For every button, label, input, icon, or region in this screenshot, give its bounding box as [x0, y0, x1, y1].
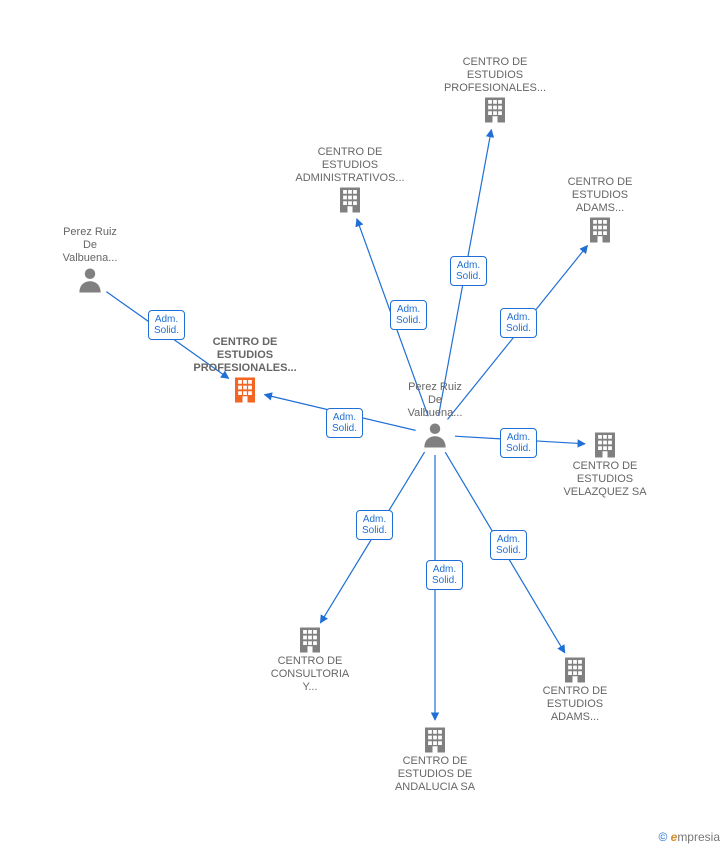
company-node[interactable]: CENTRO DE ESTUDIOS VELAZQUEZ SA: [563, 430, 646, 499]
node-label: CENTRO DE ESTUDIOS ADMINISTRATIVOS...: [295, 146, 404, 185]
company-node[interactable]: CENTRO DE ESTUDIOS ADMINISTRATIVOS...: [295, 146, 404, 215]
copyright-symbol: ©: [658, 830, 667, 844]
node-label: CENTRO DE ESTUDIOS DE ANDALUCIA SA: [395, 755, 475, 794]
company-node[interactable]: CENTRO DE CONSULTORIA Y...: [271, 625, 349, 694]
edge-label: Adm. Solid.: [500, 428, 537, 458]
node-label: CENTRO DE ESTUDIOS PROFESIONALES...: [193, 336, 296, 375]
edge-label: Adm. Solid.: [356, 510, 393, 540]
edge-label: Adm. Solid.: [426, 560, 463, 590]
company-node[interactable]: CENTRO DE ESTUDIOS ADAMS...: [568, 176, 633, 245]
company-node[interactable]: CENTRO DE ESTUDIOS PROFESIONALES...: [444, 56, 546, 125]
company-node[interactable]: CENTRO DE ESTUDIOS ADAMS...: [543, 655, 608, 724]
footer: © empresia: [658, 830, 720, 844]
edge-label: Adm. Solid.: [326, 408, 363, 438]
node-label: CENTRO DE ESTUDIOS ADAMS...: [543, 685, 608, 724]
node-label: Perez Ruiz De Valbuena...: [408, 381, 463, 420]
edge-label: Adm. Solid.: [490, 530, 527, 560]
person-node[interactable]: Perez Ruiz De Valbuena...: [408, 381, 463, 450]
node-label: CENTRO DE CONSULTORIA Y...: [271, 655, 349, 694]
node-label: CENTRO DE ESTUDIOS ADAMS...: [568, 176, 633, 215]
node-label: Perez Ruiz De Valbuena...: [63, 226, 118, 265]
edge-label: Adm. Solid.: [148, 310, 185, 340]
brand: empresia: [671, 830, 720, 844]
company-node[interactable]: CENTRO DE ESTUDIOS DE ANDALUCIA SA: [395, 725, 475, 794]
edges-layer: [0, 0, 728, 850]
edge-label: Adm. Solid.: [450, 256, 487, 286]
person-node[interactable]: Perez Ruiz De Valbuena...: [63, 226, 118, 295]
node-label: CENTRO DE ESTUDIOS PROFESIONALES...: [444, 56, 546, 95]
company-node[interactable]: CENTRO DE ESTUDIOS PROFESIONALES...: [193, 336, 296, 405]
node-label: CENTRO DE ESTUDIOS VELAZQUEZ SA: [563, 460, 646, 499]
edge-label: Adm. Solid.: [390, 300, 427, 330]
edge-label: Adm. Solid.: [500, 308, 537, 338]
